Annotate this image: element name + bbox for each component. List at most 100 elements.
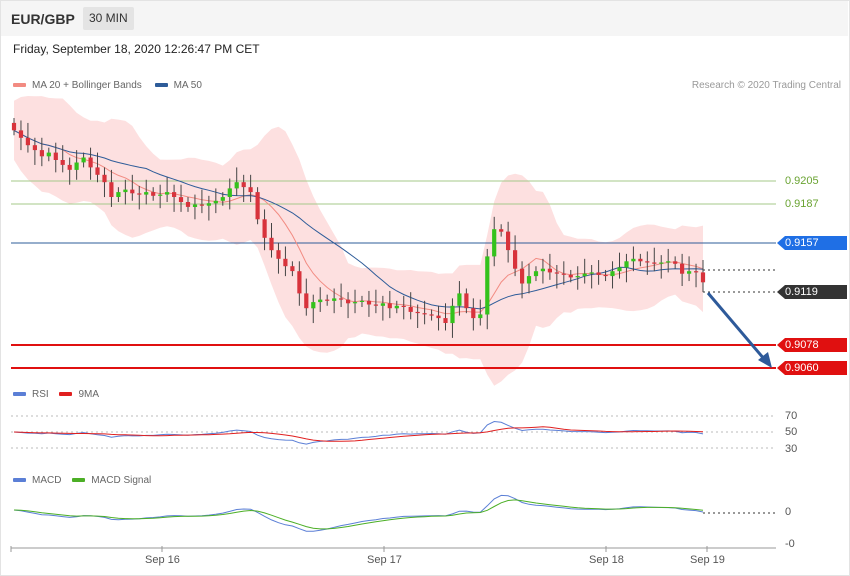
candle-body [269, 237, 274, 251]
header-bar [1, 1, 848, 36]
candle-body [88, 157, 93, 168]
candle-body [568, 274, 573, 278]
macd-line [13, 494, 704, 532]
level-pivot-tag: 0.9157 [777, 236, 847, 250]
x-label-sep18: Sep 18 [589, 554, 624, 566]
candle-body [408, 307, 413, 312]
candle-body [659, 262, 664, 264]
candle-body [394, 305, 399, 309]
level-s2-tag: 0.9060 [777, 361, 847, 375]
candle-body [18, 130, 24, 138]
candle-body [339, 298, 344, 300]
candle-body [102, 174, 107, 183]
candle-body [485, 256, 490, 315]
timeframe-badge[interactable]: 30 MIN [83, 7, 134, 30]
candle-body [464, 293, 469, 309]
candle-body [596, 272, 601, 275]
rsi-tick-50: 50 [785, 426, 798, 438]
candle-body [366, 300, 372, 305]
candle-body [151, 192, 156, 196]
macd-tick-neg0: -0 [785, 538, 795, 550]
legend-macd-signal: MACD Signal [72, 475, 151, 486]
candle-body [436, 315, 441, 319]
candle-body [352, 302, 358, 304]
candle-body [25, 137, 30, 146]
candle-body [297, 271, 302, 294]
candle-body [638, 258, 643, 262]
rsi-legend: RSI 9MA [13, 389, 99, 400]
candle-body [700, 272, 706, 283]
candle-body [540, 268, 545, 272]
candle-body [53, 152, 58, 160]
candle-body [199, 204, 204, 206]
candle-body [520, 268, 525, 284]
candle-body [554, 272, 559, 274]
candle-body [561, 273, 566, 275]
x-label-sep17: Sep 17 [367, 554, 402, 566]
candle-body [165, 192, 170, 195]
legend-rsi: RSI [13, 389, 49, 400]
candle-body [60, 160, 65, 165]
macd-signal-line [13, 499, 704, 530]
candle-body [325, 299, 330, 301]
candle-body [144, 192, 149, 195]
candle-body [311, 302, 316, 309]
ma20-line [13, 129, 704, 315]
candle-body [645, 261, 650, 263]
candle-body [617, 267, 622, 272]
candle-body [290, 266, 295, 272]
candle-body [262, 219, 267, 238]
rsi-line [13, 420, 704, 445]
candle-body [401, 305, 406, 307]
legend-macd: MACD [13, 475, 61, 486]
candle-body [380, 303, 385, 306]
candle-body [123, 189, 128, 193]
candle-body [513, 250, 518, 269]
candle-body [276, 250, 281, 259]
candle-body [499, 229, 504, 232]
candle-body [32, 145, 37, 151]
candle-body [178, 197, 184, 202]
candle-body [304, 293, 309, 309]
legend-ma20: MA 20 + Bollinger Bands [13, 80, 142, 91]
candle-body [346, 299, 351, 304]
candle-body [255, 192, 260, 220]
candle-body [359, 300, 365, 302]
legend-rsi-9ma: 9MA [59, 389, 99, 400]
candle-body [673, 261, 678, 264]
candle-body [109, 182, 114, 197]
level-s1-tag: 0.9078 [777, 338, 847, 352]
timestamp: Friday, September 18, 2020 12:26:47 PM C… [13, 42, 260, 56]
candle-body [687, 271, 692, 274]
macd-legend: MACD MACD Signal [13, 475, 151, 486]
candle-body [457, 293, 462, 306]
candle-body [74, 162, 79, 170]
candle-body [46, 152, 51, 157]
candle-body [172, 192, 177, 197]
candle-body [95, 167, 100, 175]
rsi-tick-30: 30 [785, 443, 798, 455]
candle-body [81, 157, 86, 163]
candle-body [227, 188, 232, 197]
candle-body [137, 193, 142, 195]
candle-body [450, 305, 455, 324]
forecast-arrowhead [758, 352, 772, 368]
main-legend: MA 20 + Bollinger Bands MA 50 [13, 80, 202, 91]
candle-body [422, 313, 427, 315]
candle-body [443, 318, 448, 323]
instrument-title: EUR/GBP [11, 11, 75, 27]
candle-body [234, 182, 239, 189]
candle-body [220, 197, 225, 201]
rsi-9ma-line [13, 426, 704, 442]
legend-ma50: MA 50 [154, 80, 202, 91]
candle-body [680, 263, 685, 274]
x-label-sep19: Sep 19 [690, 554, 725, 566]
macd-tick-0: 0 [785, 506, 792, 518]
candle-body [241, 182, 246, 188]
candle-body [631, 258, 636, 262]
candle-body [506, 231, 511, 251]
candle-body [206, 203, 211, 206]
candle-body [533, 271, 539, 277]
candle-body [185, 202, 191, 207]
